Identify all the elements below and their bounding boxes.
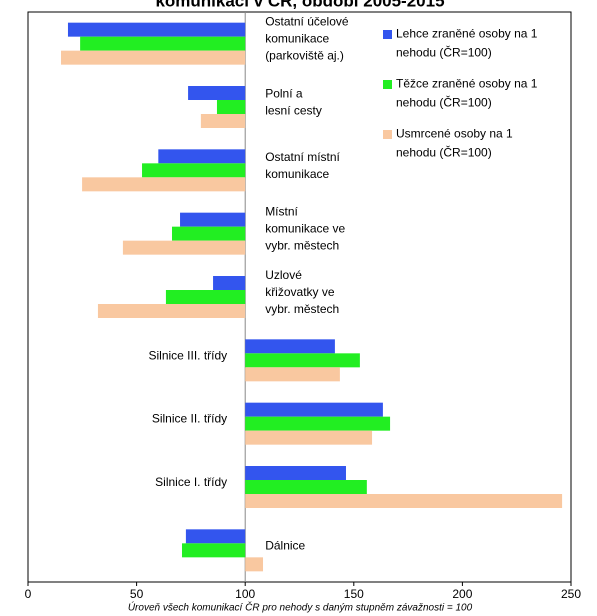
category-label: Uzlové křižovatky ve vybr. městech <box>265 268 339 316</box>
bar <box>158 149 246 164</box>
legend-label: Lehce zraněné osoby na 1 nehodu (ČR=100) <box>396 27 538 60</box>
bar <box>97 304 246 318</box>
legend-label: Usmrcené osoby na 1 nehodu (ČR=100) <box>396 127 513 160</box>
bar <box>142 163 246 178</box>
x-tick-label: 250 <box>561 587 581 601</box>
category-label: Polní a lesní cesty <box>265 87 322 118</box>
category-label: Dálnice <box>265 539 305 553</box>
bar <box>213 276 246 290</box>
legend-swatch <box>383 130 392 139</box>
bar <box>200 114 246 128</box>
legend-label: Těžce zraněné osoby na 1 nehodu (ČR=100) <box>396 77 538 110</box>
bar <box>245 480 367 494</box>
bar <box>245 494 563 508</box>
bar <box>181 543 246 558</box>
legend-swatch <box>383 30 392 39</box>
bar <box>61 50 246 65</box>
x-tick-label: 50 <box>130 587 144 601</box>
legend-swatch <box>383 80 392 89</box>
bar <box>245 430 373 445</box>
category-label: Silnice II. třídy <box>152 412 227 426</box>
category-label: Silnice III. třídy <box>148 349 227 363</box>
x-tick-label: 100 <box>235 587 255 601</box>
x-tick-label: 200 <box>452 587 472 601</box>
bar <box>245 339 335 354</box>
bar <box>245 367 340 382</box>
bar <box>172 226 246 241</box>
bar <box>165 290 246 304</box>
x-axis-label: Úroveň všech komunikací ČR pro nehody s … <box>128 601 473 614</box>
chart-title: komunikací v ČR, období 2005-2015 <box>155 0 444 10</box>
bar <box>122 240 246 255</box>
x-tick-label: 0 <box>25 587 32 601</box>
bar <box>185 529 246 544</box>
category-label: Ostatní účelové komunikace (parkoviště aj.… <box>265 15 349 63</box>
category-label: Místní komunikace ve vybr. městech <box>265 205 345 253</box>
bar <box>188 86 246 100</box>
category-label: Ostatní místní komunikace <box>265 150 340 181</box>
bar <box>245 353 360 368</box>
bar <box>216 100 246 114</box>
category-label: Silnice I. třídy <box>155 475 227 489</box>
bar <box>82 177 246 192</box>
bar <box>67 22 246 37</box>
bar <box>180 212 246 227</box>
bar <box>245 466 346 480</box>
bar <box>245 402 383 417</box>
bar <box>80 36 246 51</box>
bar <box>245 416 391 431</box>
bar <box>245 557 264 572</box>
x-tick-label: 150 <box>344 587 364 601</box>
